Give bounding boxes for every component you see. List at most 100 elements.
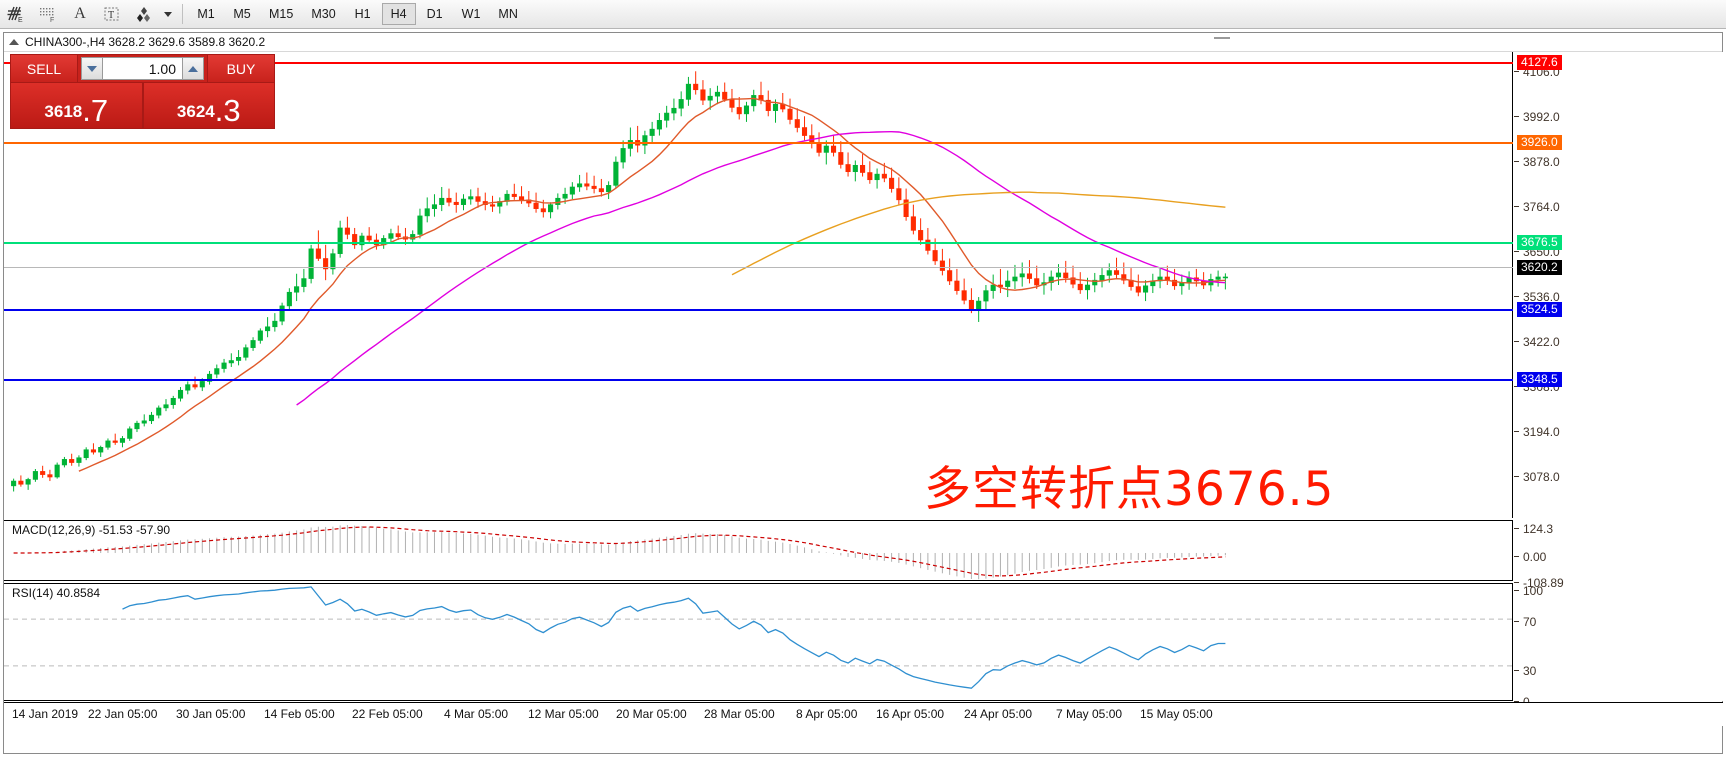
one-click-trading-panel[interactable]: SELL 1.00 BUY 3618 .7 3624 .3 [10, 54, 275, 129]
level-line-3524-5[interactable] [4, 309, 1513, 311]
text-box-icon[interactable]: T [96, 1, 128, 27]
level-line-4127-6[interactable] [4, 62, 1513, 64]
macd-label: MACD(12,26,9) -51.53 -57.90 [10, 523, 173, 537]
svg-text:F: F [50, 17, 54, 23]
timeframe-mn[interactable]: MN [498, 7, 518, 21]
macd-tick-label: 124.3 [1523, 522, 1554, 536]
price-tick: 3194.0 [1514, 425, 1723, 439]
level-line-3676-5[interactable] [4, 242, 1513, 244]
minimize-icon[interactable] [1214, 34, 1232, 40]
level-line-3926-0[interactable] [4, 142, 1513, 144]
tick-dash [1514, 621, 1519, 622]
collapse-triangle-icon[interactable] [9, 39, 19, 45]
price-tick: 3078.0 [1514, 470, 1723, 484]
price-badge-3348-5: 3348.5 [1517, 372, 1562, 387]
buy-price-fraction: .3 [214, 93, 241, 128]
tick-dash [1514, 590, 1519, 591]
tick-dash [1514, 476, 1519, 477]
macd-tick: 0.00 [1514, 550, 1723, 564]
tick-dash [1514, 206, 1519, 207]
time-label: 8 Apr 05:00 [796, 707, 858, 721]
rsi-tick: 100 [1514, 584, 1723, 598]
price-tick: 3536.0 [1514, 290, 1723, 304]
rsi-label: RSI(14) 40.8584 [10, 586, 103, 600]
chevron-up-icon [188, 65, 198, 72]
buy-button[interactable]: BUY [207, 54, 275, 83]
macd-tick-label: -108.89 [1523, 576, 1564, 590]
tick-dash [1514, 296, 1519, 297]
tick-dash [1514, 161, 1519, 162]
sell-price[interactable]: 3618 .7 [10, 83, 143, 129]
tick-dash [1514, 341, 1519, 342]
timeframe-m1[interactable]: M1 [197, 7, 215, 21]
price-badge-3524-5: 3524.5 [1517, 302, 1562, 317]
time-label: 16 Apr 05:00 [876, 707, 945, 721]
price-badge-4127-6: 4127.6 [1517, 55, 1562, 70]
indicators-icon[interactable]: E [0, 1, 32, 27]
time-label: 7 May 05:00 [1056, 707, 1123, 721]
price-tick-label: 3536.0 [1523, 290, 1560, 304]
price-badge-3926-0: 3926.0 [1517, 135, 1562, 150]
timeframe-m30[interactable]: M30 [311, 7, 336, 21]
price-tick-label: 3992.0 [1523, 110, 1560, 124]
toolbar-divider [182, 4, 183, 24]
volume-input[interactable]: 1.00 [103, 57, 182, 80]
trade-panel-price-row: 3618 .7 3624 .3 [10, 83, 275, 129]
price-tick-label: 3878.0 [1523, 155, 1560, 169]
chevron-down-icon [87, 65, 97, 72]
price-tick-label: 3078.0 [1523, 470, 1560, 484]
timeframe-h1[interactable]: H1 [354, 7, 371, 21]
price-badge-3676-5: 3676.5 [1517, 235, 1562, 250]
timeframe-w1[interactable]: W1 [461, 7, 481, 21]
price-chart-canvas [11, 71, 1228, 492]
svg-text:T: T [108, 10, 114, 21]
chart-title: CHINA300-,H4 3628.2 3629.6 3589.8 3620.2 [25, 35, 266, 49]
templates-icon[interactable] [128, 1, 160, 27]
level-line-3348-5[interactable] [4, 379, 1513, 381]
indicators-glyph: E [7, 6, 23, 23]
rsi-tick: 30 [1514, 664, 1723, 678]
tick-dash [1514, 528, 1519, 529]
timeframe-m15[interactable]: M15 [269, 7, 294, 21]
sell-price-integer: 3618 [44, 102, 83, 121]
volume-stepper[interactable]: 1.00 [78, 54, 207, 83]
rsi-pane[interactable]: RSI(14) 40.8584 [4, 583, 1513, 701]
volume-increase-button[interactable] [182, 57, 204, 80]
time-label: 24 Apr 05:00 [964, 707, 1033, 721]
time-axis[interactable]: 14 Jan 2019 22 Jan 05:00 30 Jan 05:00 14… [4, 702, 1723, 726]
grid-icon[interactable]: F [32, 1, 64, 27]
timeframe-h4[interactable]: H4 [381, 3, 416, 25]
macd-pane[interactable]: MACD(12,26,9) -51.53 -57.90 [4, 520, 1513, 581]
sell-button[interactable]: SELL [10, 54, 78, 83]
tick-dash [1514, 556, 1519, 557]
svg-text:E: E [18, 17, 23, 23]
buy-price[interactable]: 3624 .3 [142, 83, 275, 129]
rsi-tick: 70 [1514, 615, 1723, 629]
sell-price-fraction: .7 [82, 93, 109, 128]
price-axis[interactable]: 4106.0 3992.0 3878.0 3764.0 3650.0 3536.… [1514, 52, 1723, 709]
main-toolbar: E F A T M1 M5 M15 M30 H1 H4 D1 [0, 0, 1726, 29]
macd-tick: 124.3 [1514, 522, 1723, 536]
level-line-3620-2 [4, 267, 1513, 268]
rsi-tick-label: 30 [1523, 664, 1537, 678]
chart-annotation-text: 多空转折点3676.5 [924, 462, 1335, 517]
tick-dash [1514, 251, 1519, 252]
dropdown-arrow-icon[interactable] [160, 1, 176, 27]
volume-decrease-button[interactable] [81, 57, 103, 80]
rsi-tick-label: 100 [1523, 584, 1544, 598]
time-label: 20 Mar 05:00 [616, 707, 687, 721]
text-box-glyph: T [104, 7, 119, 21]
price-tick: 3422.0 [1514, 335, 1723, 349]
price-pane[interactable]: 多空转折点3676.5 [4, 52, 1513, 518]
tick-dash [1514, 386, 1519, 387]
rsi-canvas [4, 586, 1513, 689]
price-tick: 3992.0 [1514, 110, 1723, 124]
time-label: 14 Feb 05:00 [264, 707, 335, 721]
tick-dash [1514, 431, 1519, 432]
text-label-icon[interactable]: A [74, 5, 86, 22]
price-tick: 3878.0 [1514, 155, 1723, 169]
timeframe-d1[interactable]: D1 [426, 7, 443, 21]
time-label: 4 Mar 05:00 [444, 707, 509, 721]
price-tick: 3764.0 [1514, 200, 1723, 214]
timeframe-m5[interactable]: M5 [233, 7, 251, 21]
